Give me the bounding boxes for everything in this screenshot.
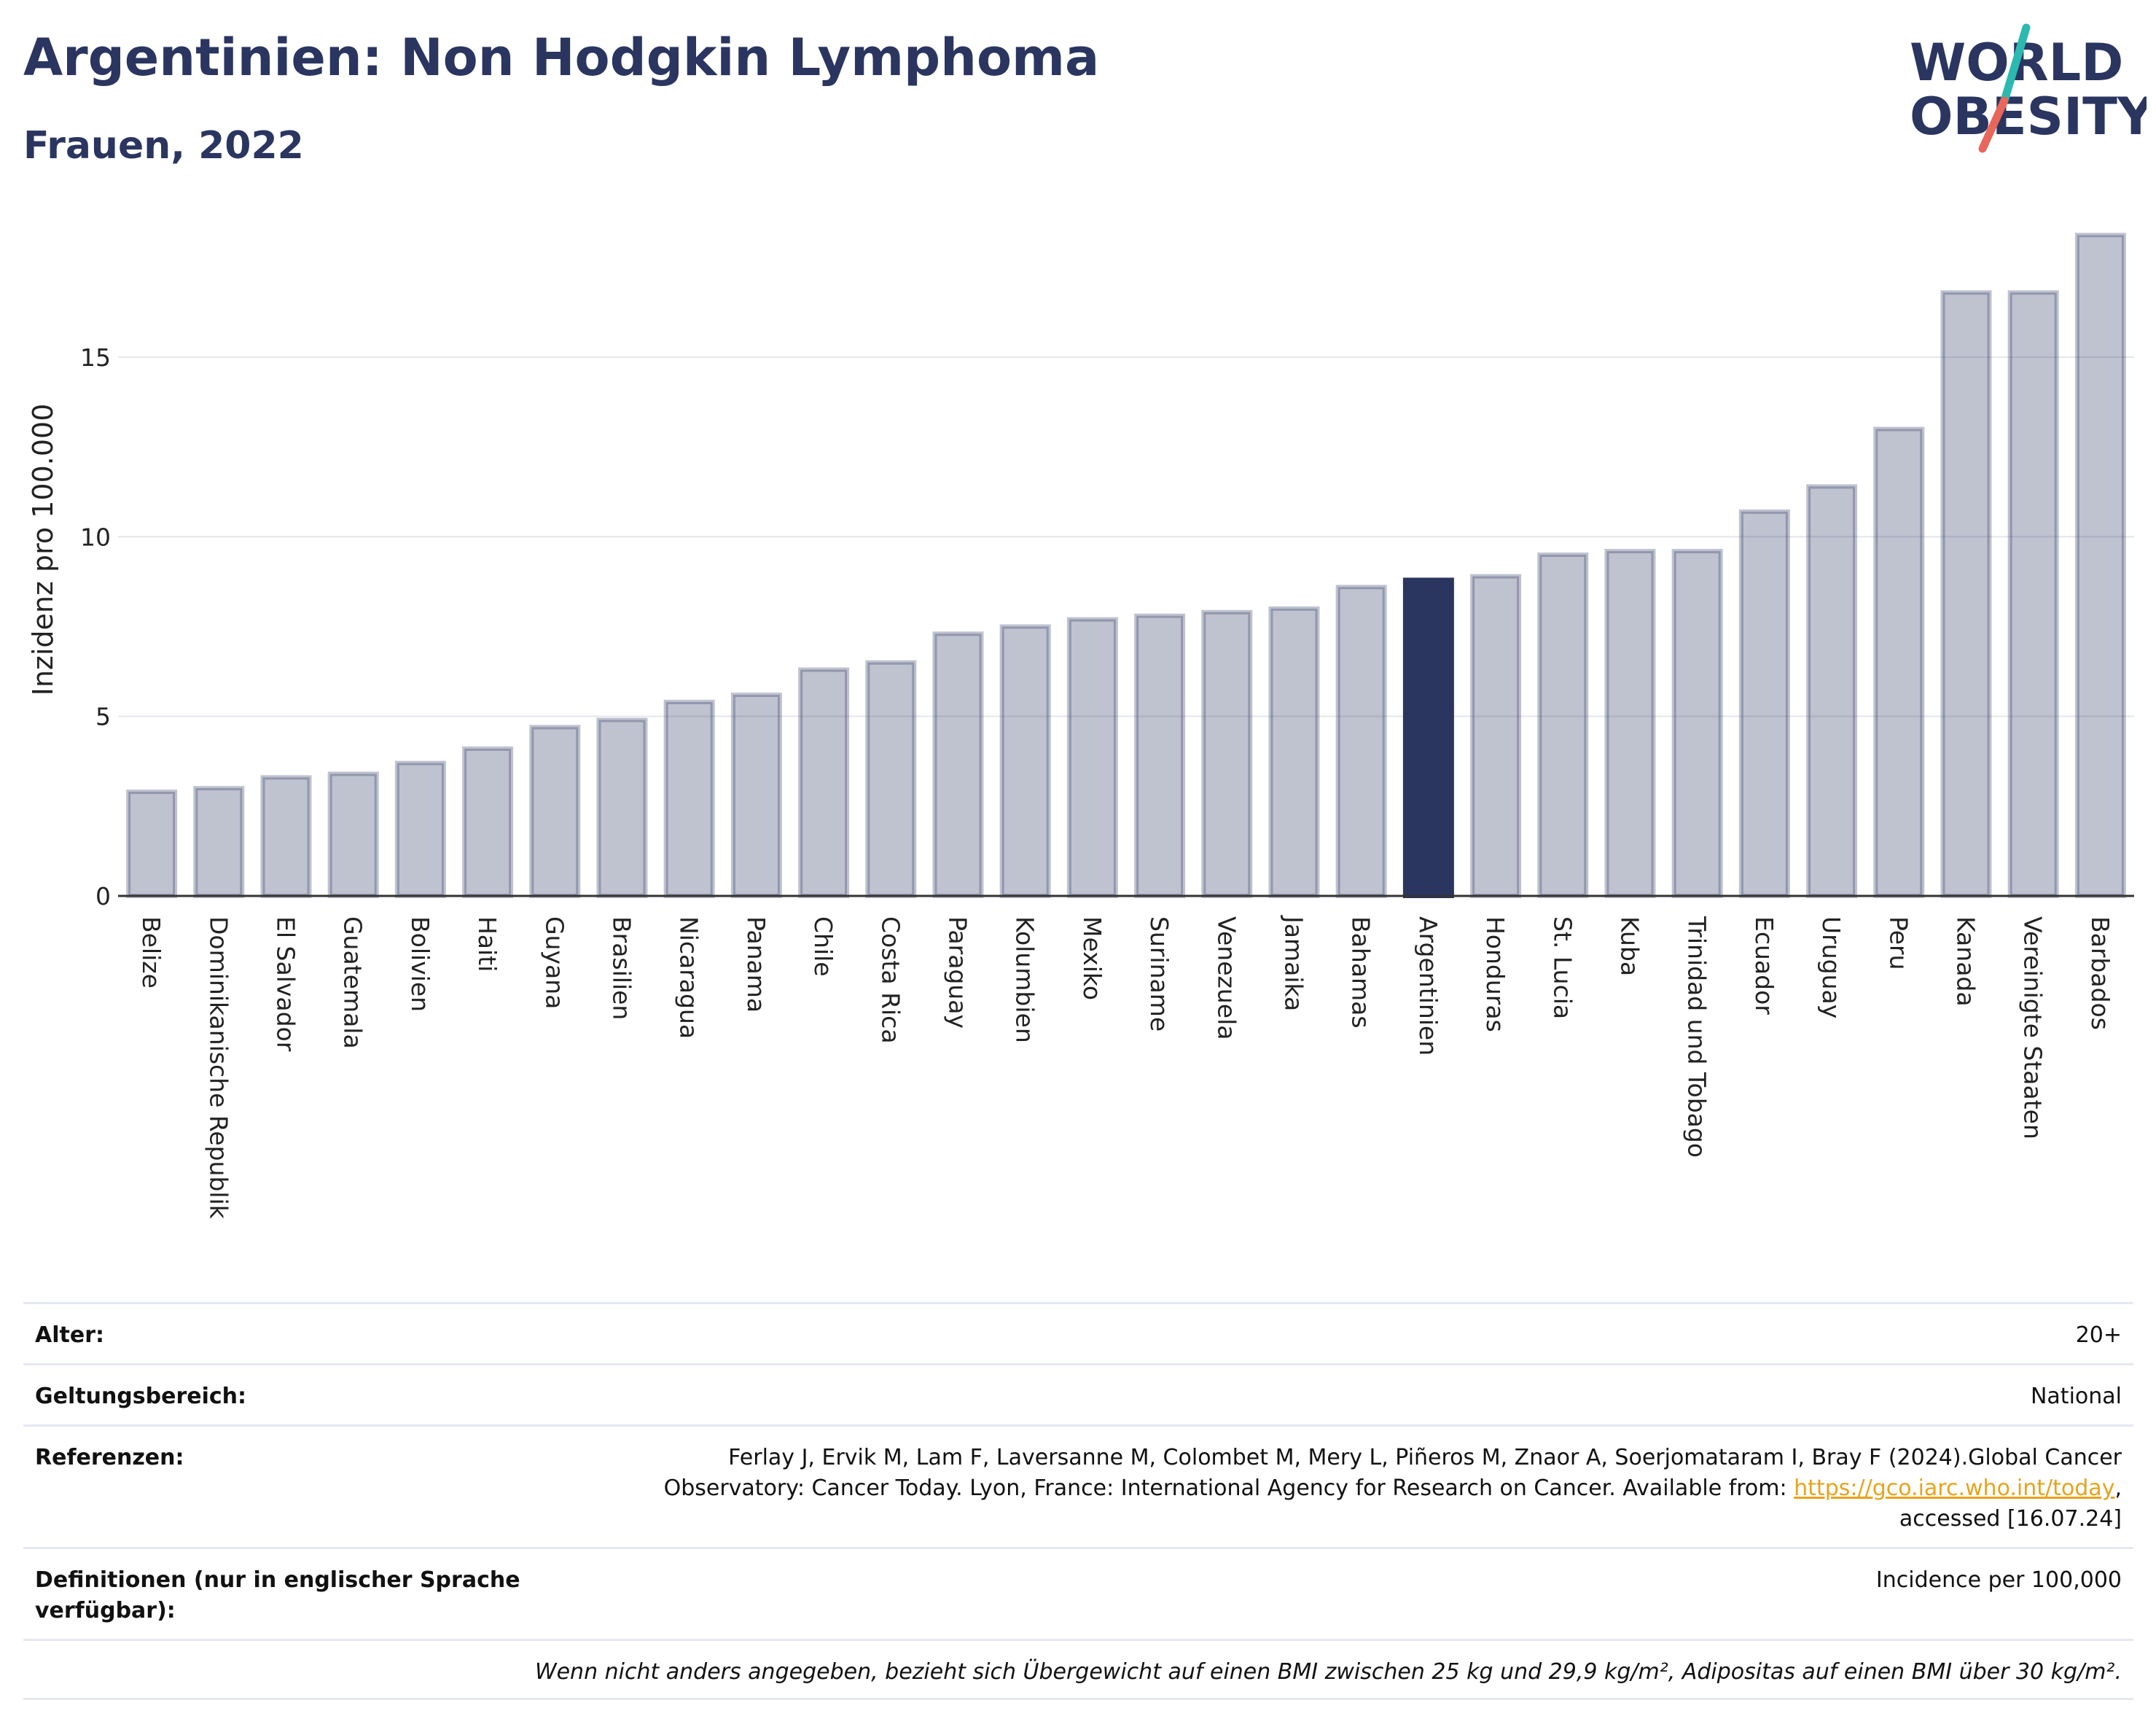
x-tick-label: Barbados: [2086, 916, 2114, 1030]
x-tick-label: Bolivien: [406, 916, 434, 1012]
chart-subtitle: Frauen, 2022: [23, 124, 304, 168]
bar: [1537, 552, 1589, 898]
bar: [798, 667, 850, 898]
bar: [1335, 585, 1387, 898]
x-tick-label: Vereinigte Staaten: [2019, 916, 2047, 1139]
logo-slash-red: [1978, 96, 2009, 153]
bar: [999, 624, 1051, 898]
bar-chart: 0 5 10 15 Belize Dominikanische Republik El S…: [27, 233, 2134, 1220]
bars: [126, 233, 2126, 899]
x-tick-label: Kolumbien: [1011, 916, 1039, 1043]
y-tick-label: 15: [80, 343, 111, 372]
grid-lines: [118, 356, 2134, 717]
x-axis-ticks: Belize Dominikanische Republik El Salvador…: [137, 915, 2114, 1220]
age-label: Alter:: [35, 1322, 104, 1348]
bar: [1604, 549, 1656, 898]
references-text-2: Observatory: Cancer Today. Lyon, France:…: [663, 1475, 1787, 1501]
y-tick-label: 0: [95, 882, 111, 911]
bar: [2074, 233, 2126, 898]
bar: [1738, 509, 1790, 898]
info-row-references: Referenzen: Ferlay J, Ervik M, Lam F, La…: [23, 1424, 2133, 1547]
definitions-value: Incidence per 100,000: [1875, 1567, 2122, 1593]
bar: [394, 760, 446, 899]
scope-value: National: [2030, 1384, 2122, 1409]
references-text-3: accessed [16.07.24]: [1899, 1506, 2122, 1532]
info-row-age: Alter: 20+: [23, 1302, 2133, 1363]
x-tick-label: Bahamas: [1347, 916, 1375, 1029]
x-tick-label: Honduras: [1481, 916, 1509, 1032]
x-tick-label: Brasilien: [608, 916, 636, 1020]
bar: [1940, 290, 1992, 899]
bar: [462, 746, 514, 899]
logo-slash-teal: [2000, 23, 2031, 105]
footnote: Wenn nicht anders angegeben, bezieht sic…: [534, 1659, 2122, 1685]
references-link[interactable]: https://gco.iarc.who.int/today: [1794, 1475, 2115, 1501]
info-row-note: Wenn nicht anders angegeben, bezieht sic…: [23, 1639, 2133, 1700]
info-row-definitions: Definitionen (nur in englischer Sprache …: [23, 1547, 2133, 1639]
references-label: Referenzen:: [35, 1445, 184, 1470]
references-text-1: Ferlay J, Ervik M, Lam F, Laversanne M, …: [728, 1445, 2122, 1470]
x-tick-label: Chile: [809, 916, 837, 977]
bar: [1470, 574, 1522, 898]
bar: [1066, 617, 1118, 898]
bar: [327, 771, 379, 899]
bar: [1134, 613, 1186, 898]
x-tick-label: Uruguay: [1817, 916, 1846, 1018]
definitions-label: Definitionen (nur in englischer Sprache …: [35, 1567, 520, 1623]
x-tick-label: Jamaika: [1280, 915, 1308, 1011]
bar: [932, 631, 984, 898]
x-tick-label: Kuba: [1616, 916, 1644, 976]
bar: [260, 775, 312, 899]
x-tick-label: Trinidad und Tobago: [1683, 916, 1711, 1158]
bar: [193, 786, 245, 898]
bar: [865, 660, 917, 898]
x-tick-label: Guyana: [540, 916, 569, 1009]
x-tick-label: St. Lucia: [1548, 916, 1577, 1019]
bar-highlight: [1402, 577, 1454, 898]
x-tick-label: Belize: [137, 916, 165, 989]
x-tick-label: Guatemala: [339, 916, 367, 1049]
bar: [1671, 549, 1723, 898]
scope-label: Geltungsbereich:: [35, 1384, 247, 1409]
bar: [1268, 606, 1320, 899]
chart-title: Argentinien: Non Hodgkin Lymphoma: [23, 28, 1100, 87]
bar: [663, 699, 715, 899]
bar: [529, 725, 581, 899]
y-tick-label: 5: [95, 703, 111, 731]
x-tick-label: El Salvador: [272, 916, 300, 1052]
x-tick-label: Haiti: [473, 916, 501, 972]
references-value: Ferlay J, Ervik M, Lam F, Laversanne M, …: [663, 1445, 2122, 1532]
bar: [596, 717, 648, 899]
x-tick-label: Kanada: [1952, 916, 1980, 1007]
info-row-scope: Geltungsbereich: National: [23, 1363, 2133, 1424]
x-tick-label: Peru: [1884, 916, 1913, 970]
y-axis-ticks: 0 5 10 15: [80, 343, 111, 911]
x-tick-label: Nicaragua: [675, 916, 703, 1039]
y-tick-label: 10: [80, 523, 111, 551]
bar: [1201, 609, 1253, 899]
x-tick-label: Dominikanische Republik: [204, 916, 233, 1220]
bar: [126, 789, 178, 898]
info-table: Alter: 20+ Geltungsbereich: National Ref…: [23, 1302, 2133, 1700]
x-tick-label: Costa Rica: [876, 916, 905, 1044]
age-value: 20+: [2075, 1322, 2122, 1348]
x-tick-label: Suriname: [1145, 916, 1173, 1032]
bar: [730, 693, 782, 898]
x-tick-label: Panama: [742, 916, 770, 1013]
x-tick-label: Ecuador: [1750, 916, 1778, 1015]
logo-word-obesity: OBESITY: [1910, 87, 2147, 147]
x-tick-label: Venezuela: [1212, 916, 1241, 1040]
bar: [2007, 290, 2059, 899]
x-tick-label: Argentinien: [1414, 916, 1442, 1056]
y-axis-label: Inzidenz pro 100.000: [27, 404, 59, 696]
x-tick-label: Paraguay: [944, 916, 972, 1029]
bar: [1806, 484, 1858, 898]
x-tick-label: Mexiko: [1078, 916, 1106, 1000]
world-obesity-logo: WORLD OBESITY: [1910, 23, 2147, 153]
bar: [1873, 426, 1925, 898]
